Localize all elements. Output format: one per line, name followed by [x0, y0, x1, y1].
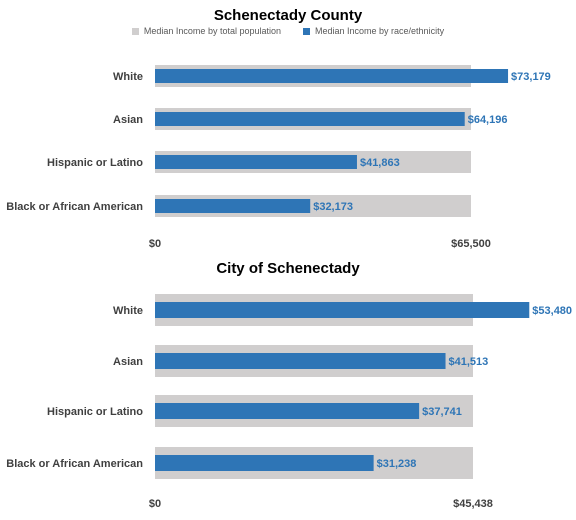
- city-value-label-2: $37,741: [422, 406, 462, 418]
- city-bar-race-2: [155, 403, 420, 419]
- county-value-label-0: $73,179: [511, 71, 551, 83]
- legend-swatch-total: [131, 27, 139, 35]
- city-category-label-3: Black or African American: [6, 458, 143, 470]
- county-x-tick-label-0: $0: [149, 238, 161, 250]
- county-bar-race-0: [155, 69, 509, 83]
- county-x-tick-label-1: $65,500: [451, 238, 491, 250]
- county-bar-race-2: [155, 155, 357, 169]
- legend-item-total: Median Income by total population: [131, 26, 281, 36]
- city-x-tick-label-1: $45,438: [453, 498, 493, 510]
- county-bar-race-1: [155, 112, 465, 126]
- county-category-label-1: Asian: [113, 114, 143, 126]
- city-value-label-3: $31,238: [377, 458, 417, 470]
- county-category-label-3: Black or African American: [6, 201, 143, 213]
- legend-swatch-race: [303, 27, 310, 35]
- city-bar-race-0: [155, 302, 530, 318]
- legend-label-total: Median Income by total population: [143, 26, 281, 36]
- county-value-label-1: $64,196: [468, 114, 508, 126]
- legend-label-race: Median Income by race/ethnicity: [315, 26, 445, 36]
- county-category-label-2: Hispanic or Latino: [47, 157, 143, 169]
- city-category-label-1: Asian: [113, 356, 143, 368]
- legend-item-race: Median Income by race/ethnicity: [303, 26, 444, 36]
- county-category-label-0: White: [113, 71, 143, 83]
- county-bar-race-3: [155, 199, 311, 213]
- city-chart-title: City of Schenectady: [216, 260, 360, 277]
- city-x-tick-label-0: $0: [149, 498, 161, 510]
- county-value-label-3: $32,173: [313, 201, 353, 213]
- county-chart-title: Schenectady County: [213, 7, 363, 24]
- legend: Median Income by total population Median…: [0, 26, 576, 36]
- city-category-label-0: White: [113, 305, 143, 317]
- city-value-label-1: $41,513: [449, 356, 489, 368]
- city-bar-race-3: [155, 455, 374, 471]
- city-category-label-2: Hispanic or Latino: [47, 406, 143, 418]
- city-bar-race-1: [155, 353, 446, 369]
- county-value-label-2: $41,863: [360, 157, 400, 169]
- city-value-label-0: $53,480: [532, 305, 572, 317]
